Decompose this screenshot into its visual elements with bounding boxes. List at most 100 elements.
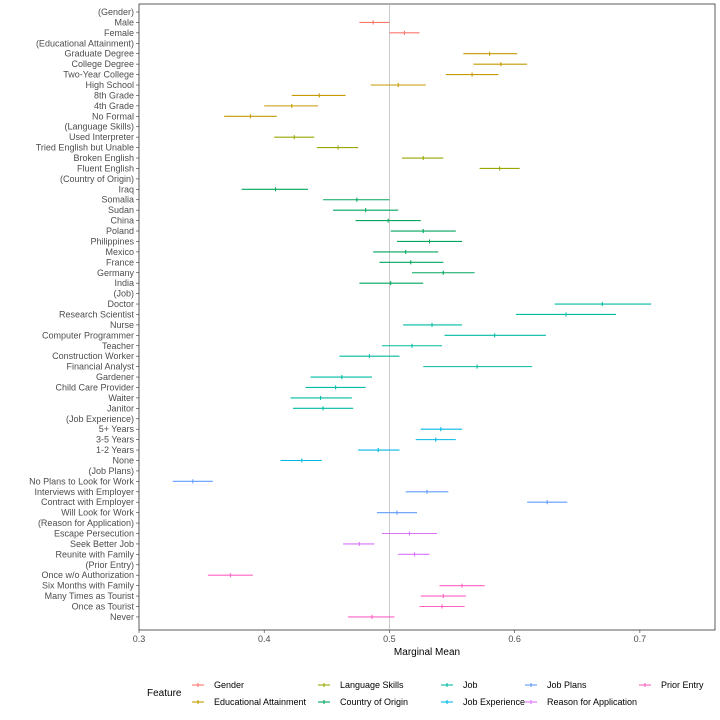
y-tick-label-broken-english: Broken English <box>73 153 134 163</box>
legend-item-reason-for-application: Reason for Application <box>525 697 637 707</box>
estimate-somalia <box>323 197 390 202</box>
estimate-construction-worker <box>339 354 400 359</box>
estimate-none <box>280 458 322 463</box>
y-tick-label-construction-worker: Construction Worker <box>52 351 134 361</box>
y-tick-label-philippines: Philippines <box>90 236 134 246</box>
y-tick-label-china: China <box>110 216 134 226</box>
legend-item-prior-entry: Prior Entry <box>639 680 704 690</box>
x-tick-label: 0.7 <box>634 634 647 644</box>
estimate-once-as-tourist <box>419 604 465 609</box>
legend-label: Job Experience <box>463 697 525 707</box>
y-tick-label-country-of-origin: (Country of Origin) <box>60 174 134 184</box>
estimate-doctor <box>554 302 652 307</box>
y-tick-label-doctor: Doctor <box>107 299 134 309</box>
legend-label: Job <box>463 680 478 690</box>
y-tick-label-sudan: Sudan <box>108 205 134 215</box>
y-tick-label-interviews-with-employer: Interviews with Employer <box>34 487 134 497</box>
estimate-child-care-provider <box>305 385 366 390</box>
y-tick-label-5-years: 5+ Years <box>99 424 135 434</box>
estimate-college-degree <box>473 62 528 67</box>
estimate-gardener <box>310 375 372 380</box>
y-tick-label-computer-programmer: Computer Programmer <box>42 330 134 340</box>
y-tick-label-waiter: Waiter <box>108 393 134 403</box>
y-tick-label-gardener: Gardener <box>96 372 134 382</box>
estimate-teacher <box>381 343 443 348</box>
estimate-reunite-with-family <box>398 552 430 557</box>
legend-label: Prior Entry <box>661 680 704 690</box>
legend-label: Language Skills <box>340 680 404 690</box>
y-tick-label-child-care-provider: Child Care Provider <box>55 382 134 392</box>
estimate-waiter <box>290 395 352 400</box>
y-tick-label-poland: Poland <box>106 226 134 236</box>
y-tick-label-reunite-with-family: Reunite with Family <box>55 549 134 559</box>
y-tick-label-college-degree: College Degree <box>71 59 134 69</box>
estimate-never <box>348 614 395 619</box>
y-tick-label-france: France <box>106 257 134 267</box>
y-tick-label-six-months-with-family: Six Months with Family <box>42 581 135 591</box>
y-tick-label-prior-entry: (Prior Entry) <box>85 560 134 570</box>
y-tick-label-job: (Job) <box>113 289 134 299</box>
x-axis: 0.3 0.4 0.5 0.6 0.7 <box>133 630 646 644</box>
legend-item-job: Job <box>441 680 478 690</box>
estimate-tried-english-but-unable <box>316 145 359 150</box>
estimate-contract-with-employer <box>527 500 568 505</box>
y-tick-label-escape-persecution: Escape Persecution <box>54 529 134 539</box>
y-tick-label-mexico: Mexico <box>105 247 134 257</box>
legend-title: Feature <box>147 688 182 699</box>
legend-item-job-experience: Job Experience <box>441 697 525 707</box>
estimate-computer-programmer <box>444 333 546 338</box>
y-tick-label-once-as-tourist: Once as Tourist <box>72 602 135 612</box>
estimate-janitor <box>293 406 354 411</box>
y-tick-label-tried-english-but-unable: Tried English but Unable <box>36 143 134 153</box>
y-tick-label-language-skills: (Language Skills) <box>64 122 134 132</box>
estimate-fluent-english <box>479 166 520 171</box>
legend-label: Educational Attainment <box>214 697 307 707</box>
legend-label: Gender <box>214 680 244 690</box>
y-tick-label-many-times-as-tourist: Many Times as Tourist <box>45 591 135 601</box>
y-tick-label-germany: Germany <box>97 268 135 278</box>
y-tick-label-used-interpreter: Used Interpreter <box>69 132 134 142</box>
plot-panel <box>138 3 716 631</box>
y-tick-label-educational-attainment: (Educational Attainment) <box>36 38 134 48</box>
y-tick-label-contract-with-employer: Contract with Employer <box>41 497 134 507</box>
y-tick-label-financial-analyst: Financial Analyst <box>66 362 134 372</box>
y-tick-label-none: None <box>112 455 134 465</box>
estimate-interviews-with-employer <box>405 489 449 494</box>
x-tick-label: 0.5 <box>383 634 396 644</box>
estimate-male <box>359 20 390 25</box>
estimate-two-year-college <box>445 72 499 77</box>
estimate-will-look-for-work <box>376 510 417 515</box>
y-tick-label-somalia: Somalia <box>101 195 134 205</box>
y-tick-label-will-look-for-work: Will Look for Work <box>61 508 134 518</box>
estimate-4th-grade <box>264 103 319 108</box>
estimate-5-years <box>420 427 463 432</box>
x-tick-label: 0.4 <box>258 634 271 644</box>
estimate-graduate-degree <box>463 51 518 56</box>
estimate-marks <box>172 20 652 619</box>
y-tick-label-4th-grade: 4th Grade <box>94 101 134 111</box>
y-tick-label-research-scientist: Research Scientist <box>59 309 135 319</box>
y-tick-label-fluent-english: Fluent English <box>77 163 134 173</box>
estimate-poland <box>390 229 456 234</box>
estimate-high-school <box>370 83 426 88</box>
y-tick-label-janitor: Janitor <box>107 403 134 413</box>
estimate-sudan <box>333 208 399 213</box>
y-tick-label-two-year-college: Two-Year College <box>63 70 134 80</box>
y-tick-label-once-w-o-authorization: Once w/o Authorization <box>41 570 134 580</box>
y-tick-label-india: India <box>114 278 134 288</box>
y-tick-label-1-2-years: 1-2 Years <box>96 445 135 455</box>
y-tick-label-high-school: High School <box>85 80 134 90</box>
y-tick-label-reason-for-application: (Reason for Application) <box>38 518 134 528</box>
legend-label: Job Plans <box>547 680 587 690</box>
estimate-many-times-as-tourist <box>420 594 466 599</box>
legend-item-country-of-origin: Country of Origin <box>318 697 408 707</box>
estimate-broken-english <box>401 156 444 161</box>
estimate-3-5-years <box>415 437 456 442</box>
y-tick-label-teacher: Teacher <box>102 341 134 351</box>
estimate-used-interpreter <box>274 135 315 140</box>
estimate-six-months-with-family <box>439 583 485 588</box>
y-tick-label-gender: (Gender) <box>98 7 134 17</box>
y-tick-label-no-plans-to-look-for-work: No Plans to Look for Work <box>29 476 134 486</box>
estimate-philippines <box>396 239 463 244</box>
estimate-germany <box>411 270 475 275</box>
